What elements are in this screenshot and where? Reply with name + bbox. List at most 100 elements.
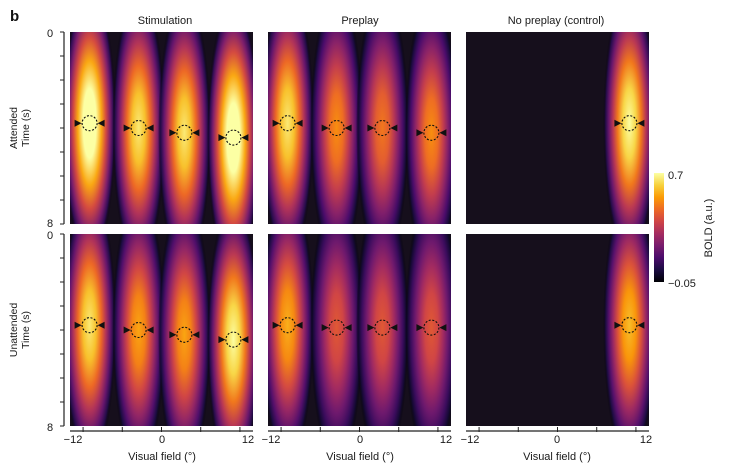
x-axis-label-col1: Visual field (°) <box>128 451 196 463</box>
heatmap-response-blob <box>405 234 451 426</box>
rf-dashed-circle <box>130 119 147 137</box>
right-arrowhead-icon <box>97 119 105 127</box>
rf-dashed-circle <box>374 119 391 137</box>
panel-attended-2 <box>466 32 649 224</box>
heatmap-response-blob <box>112 234 165 426</box>
colorbar-max-label: 0.7 <box>668 170 683 182</box>
colorbar <box>654 173 664 282</box>
heatmap-response-blob <box>70 32 116 224</box>
rf-dashed-circle <box>225 331 242 348</box>
y-tick-top-0: 0 <box>47 28 53 40</box>
heatmap-response-blob <box>207 32 253 224</box>
rf-dashed-circle <box>81 317 98 334</box>
left-arrowhead-icon <box>367 124 375 132</box>
left-arrowhead-icon <box>416 324 424 332</box>
left-arrowhead-icon <box>74 321 82 329</box>
x-axis-label-col2: Visual field (°) <box>326 451 394 463</box>
heatmap-response-blob <box>268 234 314 426</box>
heatmap-response-blob <box>356 32 409 224</box>
panel-attended-1 <box>268 32 451 224</box>
x-tick-col2-12: 12 <box>440 434 452 446</box>
left-arrowhead-icon <box>123 326 131 334</box>
y-axis-label-unattended: Time (s) <box>20 311 32 349</box>
panel-unattended-0 <box>70 234 253 426</box>
right-arrowhead-icon <box>146 326 154 334</box>
right-arrowhead-icon <box>344 324 352 332</box>
panel-unattended-1 <box>268 234 451 426</box>
heatmap-response-blob <box>112 32 165 224</box>
left-arrowhead-icon <box>321 124 329 132</box>
heatmap-response-blob <box>158 234 211 426</box>
rf-dashed-circle <box>176 326 193 343</box>
right-arrowhead-icon <box>637 119 645 127</box>
left-arrowhead-icon <box>321 324 329 332</box>
rf-dashed-circle <box>225 129 242 146</box>
column-title-preplay: Preplay <box>341 15 379 27</box>
right-arrowhead-icon <box>146 124 154 132</box>
x-tick-col3-neg12: −12 <box>461 434 480 446</box>
rf-dashed-circle <box>374 319 391 336</box>
left-arrowhead-icon <box>614 119 622 127</box>
panel-attended-0 <box>70 32 253 224</box>
y-axis-label-attended: Time (s) <box>20 109 32 147</box>
left-arrowhead-icon <box>367 324 375 332</box>
axis-ticks <box>60 31 649 432</box>
rf-dashed-circle <box>81 115 98 132</box>
rf-dashed-circle <box>328 319 345 336</box>
heatmap-response-blob <box>207 234 253 426</box>
rf-dashed-circle <box>328 119 345 137</box>
right-arrowhead-icon <box>344 124 352 132</box>
x-tick-col2-0: 0 <box>357 434 363 446</box>
heatmap-response-blob <box>356 234 409 426</box>
heatmap-response-blob <box>70 234 116 426</box>
y-tick-bottom-8: 8 <box>47 422 53 434</box>
right-arrowhead-icon <box>192 129 200 137</box>
left-arrowhead-icon <box>416 129 424 137</box>
rf-dashed-circle <box>176 124 193 141</box>
heatmap-response-blob <box>268 32 314 224</box>
row-label-unattended: Unattended <box>8 303 20 357</box>
right-arrowhead-icon <box>295 119 303 127</box>
x-tick-col3-0: 0 <box>554 434 560 446</box>
left-arrowhead-icon <box>74 119 82 127</box>
rf-dashed-circle <box>423 124 440 141</box>
x-tick-col2-neg12: −12 <box>262 434 281 446</box>
column-title-no-preplay: No preplay (control) <box>508 15 605 27</box>
heatmap-response-blob <box>603 234 649 426</box>
colorbar-min-label: −0.05 <box>668 278 696 290</box>
row-label-unattended-group: Unattended Time (s) <box>8 303 32 357</box>
x-tick-col1-0: 0 <box>159 434 165 446</box>
left-arrowhead-icon <box>218 336 226 344</box>
heatmap-response-blob <box>310 32 363 224</box>
x-tick-col3-12: 12 <box>640 434 652 446</box>
rf-dashed-circle <box>621 317 638 334</box>
colorbar-title: BOLD (a.u.) <box>703 199 715 258</box>
heatmap-response-blob <box>158 32 211 224</box>
left-arrowhead-icon <box>272 119 280 127</box>
right-arrowhead-icon <box>295 321 303 329</box>
rf-dashed-circle <box>621 115 638 132</box>
left-arrowhead-icon <box>123 124 131 132</box>
column-title-stimulation: Stimulation <box>138 15 192 27</box>
right-arrowhead-icon <box>241 134 249 142</box>
rf-dashed-circle <box>130 321 147 339</box>
right-arrowhead-icon <box>241 336 249 344</box>
y-tick-bottom-0: 0 <box>47 230 53 242</box>
left-arrowhead-icon <box>169 129 177 137</box>
panel-letter: b <box>10 8 19 25</box>
right-arrowhead-icon <box>390 124 398 132</box>
panel-unattended-2 <box>466 234 649 426</box>
left-arrowhead-icon <box>614 321 622 329</box>
x-tick-col1-neg12: −12 <box>64 434 83 446</box>
heatmap-panels <box>70 32 649 426</box>
rf-dashed-circle <box>423 319 440 336</box>
left-arrowhead-icon <box>272 321 280 329</box>
row-label-attended-group: Attended Time (s) <box>8 107 32 149</box>
heatmap-response-blob <box>310 234 363 426</box>
heatmap-response-blob <box>603 32 649 224</box>
row-label-attended: Attended <box>8 107 20 149</box>
right-arrowhead-icon <box>439 324 447 332</box>
right-arrowhead-icon <box>637 321 645 329</box>
y-tick-top-8: 8 <box>47 218 53 230</box>
